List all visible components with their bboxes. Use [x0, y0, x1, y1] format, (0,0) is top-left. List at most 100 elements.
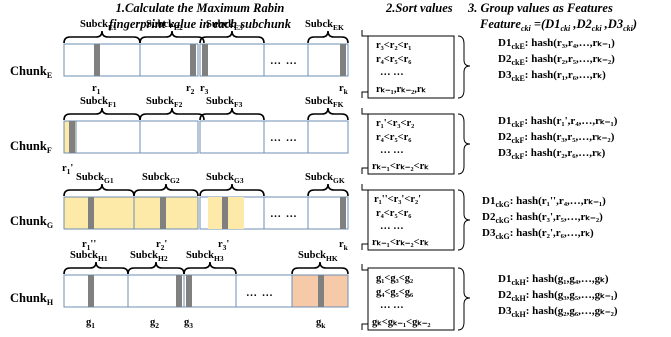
chunk-row-h: ChunkH SubckH1 SubckH2 SubckH3 SubckHK …… — [10, 250, 618, 331]
max-fingerprint-marker — [88, 197, 94, 229]
subchunk-label: SubckG1 — [76, 172, 114, 185]
max-fingerprint-marker — [318, 275, 324, 307]
sorted-values-box — [367, 189, 455, 251]
max-fingerprint-marker — [186, 275, 192, 307]
subchunk-label: SubckG2 — [142, 172, 180, 185]
subchunk-brace — [63, 107, 141, 121]
subchunk-label: SubckH2 — [130, 250, 168, 263]
chunk-label: ChunkG — [10, 214, 53, 230]
group-brace — [457, 267, 471, 331]
subchunk-label: SubckF2 — [146, 96, 183, 109]
feature-d1: D1ckG: hash(r₁'',r₄,…,rₖ₋₁) — [482, 195, 606, 209]
subchunk-brace — [63, 183, 135, 197]
feature-d3: D3ckF: hash(r₂,r₆,…,rₖ) — [498, 147, 606, 161]
max-fingerprint-marker — [340, 197, 346, 229]
subchunk-brace — [307, 183, 349, 197]
marker-label: r2' — [156, 239, 167, 252]
sort-bracket — [361, 184, 369, 250]
marker-label: rk — [339, 239, 349, 252]
subchunk-box — [263, 196, 309, 230]
max-fingerprint-marker — [94, 44, 100, 76]
step3-title-line2: Featurecki =(D1cki ,D2cki ,D3cki) — [479, 17, 637, 33]
subchunk-box — [63, 120, 141, 154]
subchunk-label: SubckF3 — [206, 96, 243, 109]
chunk-row-g: ChunkG SubckG1 SubckG2 SubckG3 SubckGK …… — [10, 172, 606, 252]
sorted-line: r₄<r₅<r₆ — [376, 208, 411, 219]
subchunk-box — [235, 274, 293, 308]
marker-label: r2 — [186, 83, 195, 96]
max-fingerprint-marker — [222, 197, 228, 229]
sorted-line: r₁'<r₃<r₂ — [376, 118, 414, 129]
marker-label: g3 — [184, 317, 193, 330]
sorted-line: … … — [380, 67, 404, 78]
sorted-values-box — [367, 113, 455, 175]
feature-d1: D1ckE: hash(r₃,r₄,…,rₖ₋₁) — [498, 37, 615, 51]
sort-bracket — [361, 108, 369, 174]
max-fingerprint-marker — [160, 197, 166, 229]
sort-bracket — [361, 30, 369, 98]
subchunk-box — [139, 43, 199, 77]
subchunk-brace — [127, 261, 185, 275]
feature-d2: D2ckE: hash(r₂,r₅,…,rₖ₋₂) — [498, 53, 615, 67]
subchunk-box — [263, 43, 309, 77]
ellipsis: … … — [246, 287, 274, 299]
feature-d2: D2ckG: hash(r₃',r₅,…,rₖ₋₂) — [482, 211, 603, 225]
chunk-label: ChunkE — [10, 64, 52, 80]
subchunk-label: SubckEK — [305, 19, 344, 32]
subchunk-label: SubckH3 — [186, 250, 224, 263]
max-fingerprint-marker — [202, 44, 208, 76]
step1-title-line2: fingerprint value in each subchunk — [109, 17, 292, 31]
sorted-line: … … — [380, 145, 404, 156]
feature-d2: D2ckF: hash(r₃,r₅,…,rₖ₋₂) — [498, 131, 615, 145]
marker-label: r1' — [62, 163, 73, 176]
feature-d3: D3ckE: hash(r₁,r₆,…,rₖ) — [498, 69, 606, 83]
subchunk-label: SubckF1 — [80, 96, 117, 109]
subchunk-label: SubckG3 — [206, 172, 244, 185]
marker-label: g1 — [86, 317, 95, 330]
subchunk-brace — [63, 30, 141, 44]
subchunk-brace — [291, 261, 349, 275]
sorted-line: rₖ₋₁,rₖ₋₂,rₖ — [376, 84, 427, 95]
max-fingerprint-marker — [190, 44, 196, 76]
sort-bracket — [361, 264, 369, 330]
subchunk-brace — [307, 107, 349, 121]
subchunk-brace — [199, 107, 265, 121]
subchunk-brace — [199, 30, 265, 44]
subchunk-box — [139, 120, 199, 154]
subchunk-brace — [63, 261, 129, 275]
feature-d3: D3ckH: hash(g₂,g₆,…,gₖ₋₂) — [498, 305, 618, 319]
subchunk-brace — [139, 107, 205, 121]
feature-d1: D1ckH: hash(g₁,g₄,…,gₖ) — [498, 273, 609, 287]
chunk-row-f: ChunkF SubckF1 SubckF2 SubckF3 SubckFK …… — [10, 96, 618, 176]
group-brace — [457, 35, 471, 99]
subchunk-box — [199, 120, 265, 154]
marker-label: r3' — [218, 239, 229, 252]
sorted-line: r₄<r₅<r₆ — [376, 54, 411, 65]
step2-title: 2.Sort values — [385, 1, 453, 15]
max-fingerprint-marker — [340, 44, 346, 76]
sorted-line: r₄<r₅<r₆ — [376, 132, 411, 143]
step1-title-line1: 1.Calculate the Maximum Rabin — [116, 1, 285, 15]
subchunk-brace — [307, 30, 349, 44]
sorted-line: … … — [380, 300, 404, 311]
group-brace — [457, 189, 471, 251]
marker-label: rk — [339, 83, 349, 96]
marker-label: g2 — [150, 317, 159, 330]
subchunk-brace — [183, 261, 237, 275]
marker-label: r1'' — [82, 239, 96, 252]
chunk-label: ChunkH — [10, 291, 54, 307]
marker-label: r1 — [92, 83, 101, 96]
max-fingerprint-marker — [88, 275, 94, 307]
marker-label: gk — [316, 317, 326, 330]
chunk-row-e: ChunkE SubckE1 SubckE2 SubckE3 SubckEK …… — [10, 19, 615, 99]
subchunk-brace — [199, 183, 265, 197]
subchunk-box — [63, 274, 129, 308]
feature-d3: D3ckG: hash(r₂',r₆,…,rₖ) — [482, 227, 594, 241]
sorted-line: rₖ₋₁<rₖ₋₂<rₖ — [372, 237, 429, 248]
subchunk-box — [127, 274, 185, 308]
subchunk-label: SubckE1 — [80, 19, 117, 32]
subchunk-box — [263, 120, 309, 154]
subchunk-box — [199, 43, 265, 77]
sorted-values-box — [367, 267, 455, 331]
